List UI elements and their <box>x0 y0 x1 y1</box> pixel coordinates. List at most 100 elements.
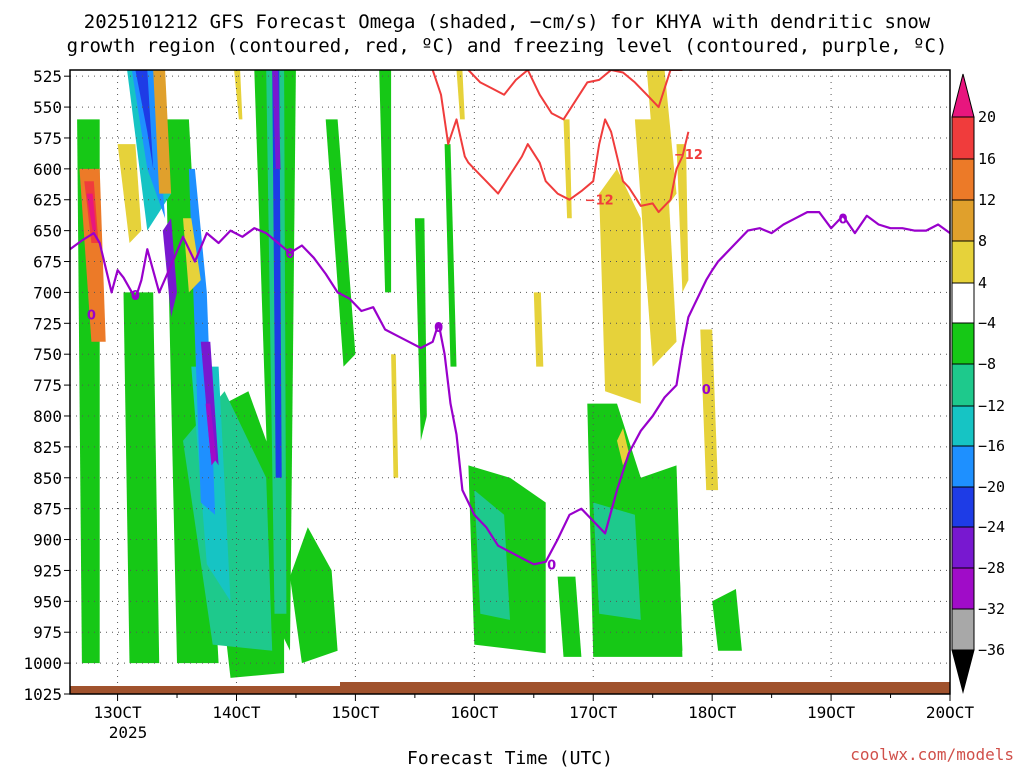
omega-region <box>325 119 356 367</box>
y-tick-label: 775 <box>33 376 62 395</box>
x-tick-year: 2025 <box>109 723 148 742</box>
colorbar-swatch <box>951 526 975 569</box>
chart-title-line1: 2025101212 GFS Forecast Omega (shaded, −… <box>84 11 931 33</box>
freezing-level-label: 0 <box>702 383 711 398</box>
omega-region <box>414 218 427 441</box>
omega-region <box>200 341 219 466</box>
dendritic-growth-line <box>431 70 690 214</box>
colorbar-label: −12 <box>978 397 1005 415</box>
contour-labels: 0 0 0 0 0 0 0 −12 −12 <box>87 148 848 573</box>
colorbar-swatch <box>951 405 975 447</box>
colorbar-swatch <box>951 567 975 610</box>
y-tick-label: 800 <box>33 407 62 426</box>
dendritic-growth-line <box>467 70 683 121</box>
x-tick-label: 16OCT <box>450 703 499 722</box>
x-tick-label: 13OCT <box>93 703 142 722</box>
y-tick-label: 900 <box>33 531 62 550</box>
omega-region <box>563 119 572 219</box>
x-axis-ticks: 13OCT 14OCT 15OCT 16OCT 17OCT 18OCT 19OCT 20OCT <box>93 694 974 722</box>
omega-region <box>712 589 742 651</box>
omega-region <box>652 477 683 651</box>
y-tick-label: 700 <box>33 283 62 302</box>
plot-frame <box>69 69 951 695</box>
colorbar-swatch <box>951 199 975 242</box>
colorbar-label: 20 <box>978 108 996 126</box>
omega-region <box>557 576 582 657</box>
omega-region <box>456 70 465 120</box>
x-tick-label: 15OCT <box>331 703 380 722</box>
colorbar-swatch <box>951 445 975 488</box>
contour-lines <box>70 70 950 566</box>
omega-shading <box>77 70 742 678</box>
omega-region <box>272 70 282 478</box>
omega-region <box>599 168 641 404</box>
omega-region <box>234 70 243 120</box>
credit-text: coolwx.com/models <box>850 745 1014 764</box>
omega-region <box>646 70 677 219</box>
y-tick-label: 850 <box>33 469 62 488</box>
colorbar: 20 16 12 8 4 −4 −8 −12 −16 −20 −24 −28 −32 −36 <box>951 73 1005 694</box>
y-tick-label: 725 <box>33 314 62 333</box>
freezing-level-label: 0 <box>838 212 847 227</box>
colorbar-swatch <box>951 363 975 407</box>
omega-region <box>272 70 281 169</box>
y-tick-label: 975 <box>33 623 62 642</box>
y-tick-label: 750 <box>33 345 62 364</box>
colorbar-label: 16 <box>978 150 996 168</box>
colorbar-swatch <box>951 608 975 651</box>
y-tick-label: 950 <box>33 592 62 611</box>
y-tick-label: 650 <box>33 222 62 241</box>
colorbar-swatch <box>951 240 975 284</box>
colorbar-swatch <box>951 322 975 365</box>
x-axis-label: Forecast Time (UTC) <box>407 748 613 768</box>
x-tick-label: 18OCT <box>688 703 737 722</box>
colorbar-swatch <box>951 486 975 528</box>
omega-region <box>676 144 689 293</box>
colorbar-label: 12 <box>978 191 996 209</box>
freezing-level-label: 0 <box>131 289 140 304</box>
y-tick-label: 875 <box>33 500 62 519</box>
terrain-fill <box>70 686 950 694</box>
colorbar-label: −28 <box>978 559 1005 577</box>
terrain-band <box>70 682 950 694</box>
omega-region <box>379 70 392 293</box>
omega-region <box>593 502 641 620</box>
colorbar-arrow-bottom <box>951 649 975 694</box>
colorbar-label: 4 <box>978 274 987 292</box>
y-tick-label: 675 <box>33 253 62 272</box>
dendritic-growth-label: −12 <box>585 194 614 209</box>
y-tick-label: 1025 <box>23 685 62 704</box>
freezing-level-line <box>70 211 950 566</box>
freezing-level-label: 0 <box>547 558 556 573</box>
freezing-level-label: 0 <box>87 309 96 324</box>
terrain-bump <box>340 682 950 687</box>
omega-region <box>117 144 142 243</box>
colorbar-label: −24 <box>978 518 1005 536</box>
x-tick-label: 20OCT <box>926 703 975 722</box>
colorbar-label: −20 <box>978 478 1005 496</box>
colorbar-arrow-top <box>951 73 975 118</box>
y-tick-label: 550 <box>33 98 62 117</box>
colorbar-swatch <box>951 282 975 324</box>
y-tick-label: 625 <box>33 191 62 210</box>
omega-region <box>79 168 106 342</box>
y-tick-label: 575 <box>33 129 62 148</box>
omega-region <box>290 527 338 664</box>
colorbar-label: −36 <box>978 641 1005 659</box>
colorbar-label: −4 <box>978 314 996 332</box>
x-tick-label: 19OCT <box>807 703 856 722</box>
freezing-level-label: 0 <box>434 321 443 336</box>
y-tick-label: 525 <box>33 67 62 86</box>
x-tick-label: 14OCT <box>212 703 261 722</box>
omega-region <box>533 292 544 367</box>
omega-region <box>205 403 217 466</box>
colorbar-label: −16 <box>978 437 1005 455</box>
omega-region <box>444 144 457 367</box>
omega-region <box>153 70 172 194</box>
omega-region <box>700 329 719 491</box>
chart-title-line2: growth region (contoured, red, ºC) and f… <box>67 35 948 57</box>
dendritic-growth-label: −12 <box>674 148 703 163</box>
y-tick-label: 600 <box>33 160 62 179</box>
colorbar-label: 8 <box>978 232 987 250</box>
